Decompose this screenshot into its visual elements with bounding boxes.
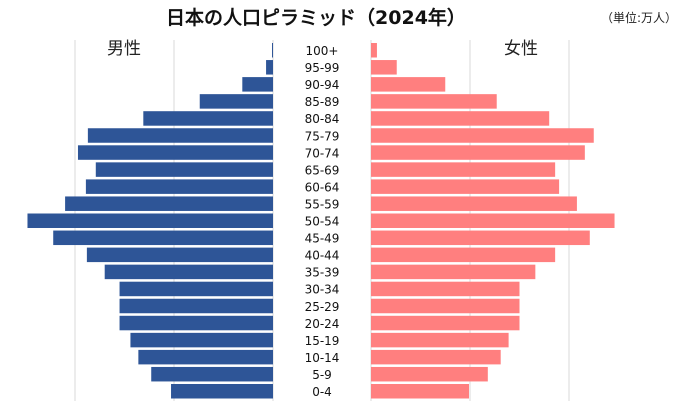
female-bar-90-94 <box>371 77 446 92</box>
male-bar-100+ <box>272 43 273 58</box>
female-bar-50-54 <box>371 213 615 228</box>
female-bar-0-4 <box>371 384 470 399</box>
age-labels-group: 100+ 95-99 90-94 85-89 80-84 75-79 70-74 65-69 6… <box>305 44 340 399</box>
unit-label: （単位:万人） <box>601 10 677 25</box>
bars-group <box>27 43 615 399</box>
age-label-35-39: 35-39 <box>305 266 340 280</box>
female-bar-100+ <box>371 43 377 58</box>
male-bar-80-84 <box>143 111 273 126</box>
female-bar-30-34 <box>371 281 520 297</box>
age-label-25-29: 25-29 <box>305 300 340 314</box>
male-bar-25-29 <box>119 298 273 314</box>
male-bar-55-59 <box>65 196 273 211</box>
female-bar-70-74 <box>371 145 585 160</box>
chart-title: 日本の人口ピラミッド（2024年） <box>166 6 466 29</box>
age-label-5-9: 5-9 <box>312 368 332 382</box>
male-bar-30-34 <box>119 281 273 297</box>
female-bar-40-44 <box>371 247 556 263</box>
female-series-label: 女性 <box>504 39 538 59</box>
age-label-10-14: 10-14 <box>305 351 340 365</box>
male-bar-40-44 <box>86 247 273 263</box>
age-label-60-64: 60-64 <box>305 180 340 194</box>
male-bar-10-14 <box>138 349 273 365</box>
male-bar-75-79 <box>87 128 274 143</box>
age-label-30-34: 30-34 <box>305 283 340 297</box>
male-bar-35-39 <box>104 264 273 280</box>
female-bar-85-89 <box>371 94 497 109</box>
female-bar-75-79 <box>371 128 594 143</box>
male-bar-95-99 <box>266 60 273 75</box>
age-label-95-99: 95-99 <box>305 61 340 75</box>
male-bar-85-89 <box>199 94 273 109</box>
age-label-45-49: 45-49 <box>305 232 340 246</box>
age-label-0-4: 0-4 <box>312 385 332 399</box>
male-bar-50-54 <box>27 213 274 228</box>
male-bar-5-9 <box>151 366 273 382</box>
male-bar-60-64 <box>85 179 273 194</box>
male-bar-15-19 <box>130 332 273 348</box>
female-bar-5-9 <box>371 366 488 382</box>
age-label-50-54: 50-54 <box>305 215 340 229</box>
age-label-55-59: 55-59 <box>305 197 340 211</box>
age-label-20-24: 20-24 <box>305 317 340 331</box>
female-bar-25-29 <box>371 298 520 314</box>
age-label-80-84: 80-84 <box>305 112 340 126</box>
female-bar-10-14 <box>371 349 501 365</box>
male-bar-90-94 <box>242 77 273 92</box>
female-bar-35-39 <box>371 264 536 280</box>
female-bar-45-49 <box>371 230 590 246</box>
age-label-65-69: 65-69 <box>305 163 340 177</box>
age-label-85-89: 85-89 <box>305 95 340 109</box>
male-bar-0-4 <box>171 384 273 399</box>
female-bar-60-64 <box>371 179 560 194</box>
male-bar-70-74 <box>77 145 273 160</box>
female-bar-95-99 <box>371 60 397 75</box>
male-bar-20-24 <box>119 315 273 331</box>
age-label-40-44: 40-44 <box>305 249 340 263</box>
age-label-75-79: 75-79 <box>305 129 340 143</box>
female-bar-15-19 <box>371 332 509 348</box>
age-label-70-74: 70-74 <box>305 146 340 160</box>
age-label-100+: 100+ <box>306 44 339 58</box>
age-label-90-94: 90-94 <box>305 78 340 92</box>
male-series-label: 男性 <box>107 39 141 59</box>
female-bar-65-69 <box>371 162 556 177</box>
female-bar-55-59 <box>371 196 577 211</box>
age-label-15-19: 15-19 <box>305 334 340 348</box>
female-bar-80-84 <box>371 111 550 126</box>
female-bar-20-24 <box>371 315 520 331</box>
male-bar-45-49 <box>53 230 273 246</box>
male-bar-65-69 <box>95 162 273 177</box>
